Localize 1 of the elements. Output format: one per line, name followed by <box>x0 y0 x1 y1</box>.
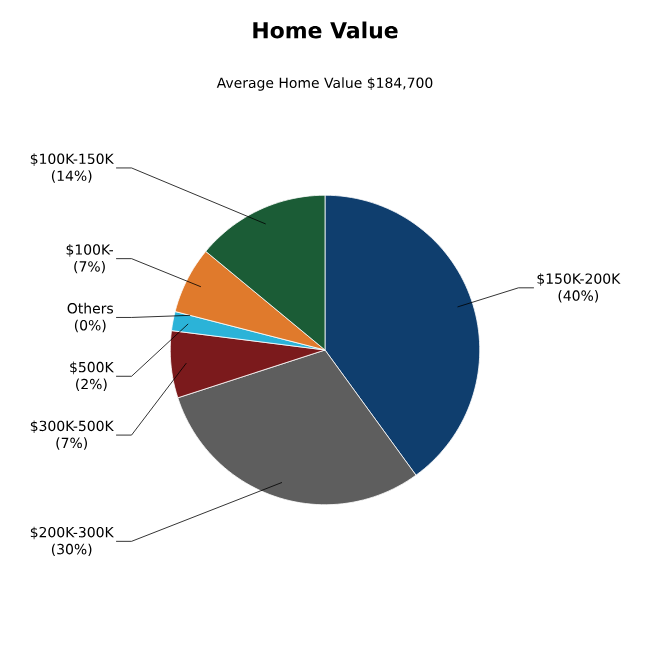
chart-title: Home Value <box>253 21 398 39</box>
